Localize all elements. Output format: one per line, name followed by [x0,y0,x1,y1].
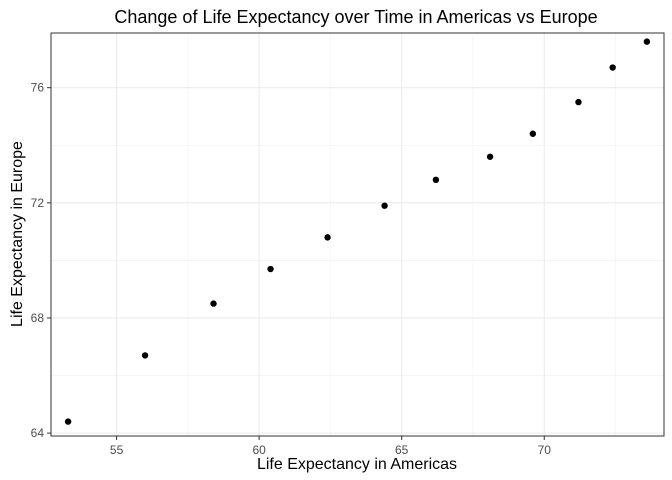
y-axis-title: Life Expectancy in Europe [9,141,26,327]
data-point [324,234,331,241]
x-tick-label: 70 [538,443,552,457]
data-point [529,130,537,137]
x-axis-title: Life Expectancy in Americas [257,456,457,473]
data-points [64,38,651,425]
data-point [141,352,149,359]
x-tick-label: 55 [110,443,124,457]
x-tick-label: 65 [395,443,409,457]
data-point [381,202,388,209]
data-point [486,153,494,160]
data-point [432,176,440,184]
chart-title: Change of Life Expectancy over Time in A… [114,7,597,27]
y-tick-label: 64 [31,426,45,440]
data-point [575,98,582,106]
plot-panel-border [50,32,665,437]
data-point [64,418,72,425]
y-tick-label: 72 [31,196,45,210]
y-tick-label: 76 [31,81,45,95]
data-point [210,300,217,307]
axis-ticks: 55 60 65 70 64 68 72 76 [31,81,552,457]
grid [51,33,664,436]
data-point [643,38,651,45]
x-tick-label: 60 [252,443,266,457]
data-point [267,265,274,273]
data-point [609,64,616,71]
y-tick-label: 68 [31,311,45,325]
